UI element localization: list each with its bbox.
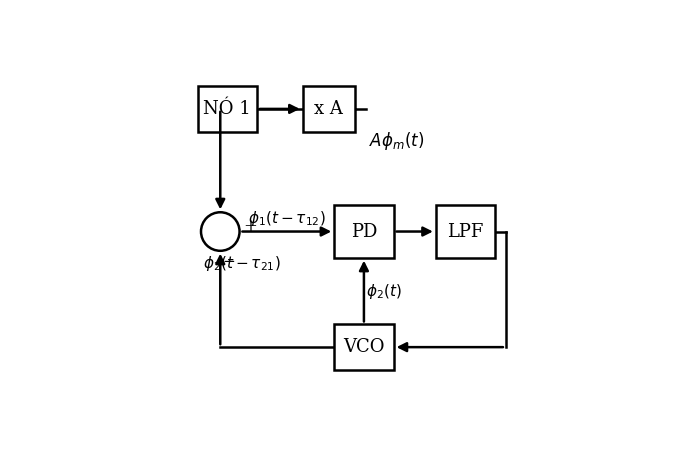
Text: +: + [243, 218, 257, 235]
Bar [198, 86, 257, 131]
Text: $\phi_1(t-\tau_{12})$: $\phi_1(t-\tau_{12})$ [248, 209, 326, 228]
Text: $A\phi_m(t)$: $A\phi_m(t)$ [369, 130, 424, 152]
Circle shape [201, 212, 240, 251]
Text: VCO: VCO [343, 338, 385, 356]
Text: x A: x A [315, 100, 343, 118]
Bar [303, 86, 356, 131]
Text: PD: PD [351, 222, 377, 241]
Bar [334, 205, 394, 258]
Text: LPF: LPF [448, 222, 484, 241]
Text: NÓ 1: NÓ 1 [204, 100, 251, 118]
Text: $\phi_2(t)$: $\phi_2(t)$ [366, 282, 401, 301]
Text: $\phi_2(t-\tau_{21})$: $\phi_2(t-\tau_{21})$ [203, 254, 281, 273]
Text: $-$: $-$ [222, 253, 235, 267]
Bar [436, 205, 495, 258]
Bar [334, 324, 394, 370]
